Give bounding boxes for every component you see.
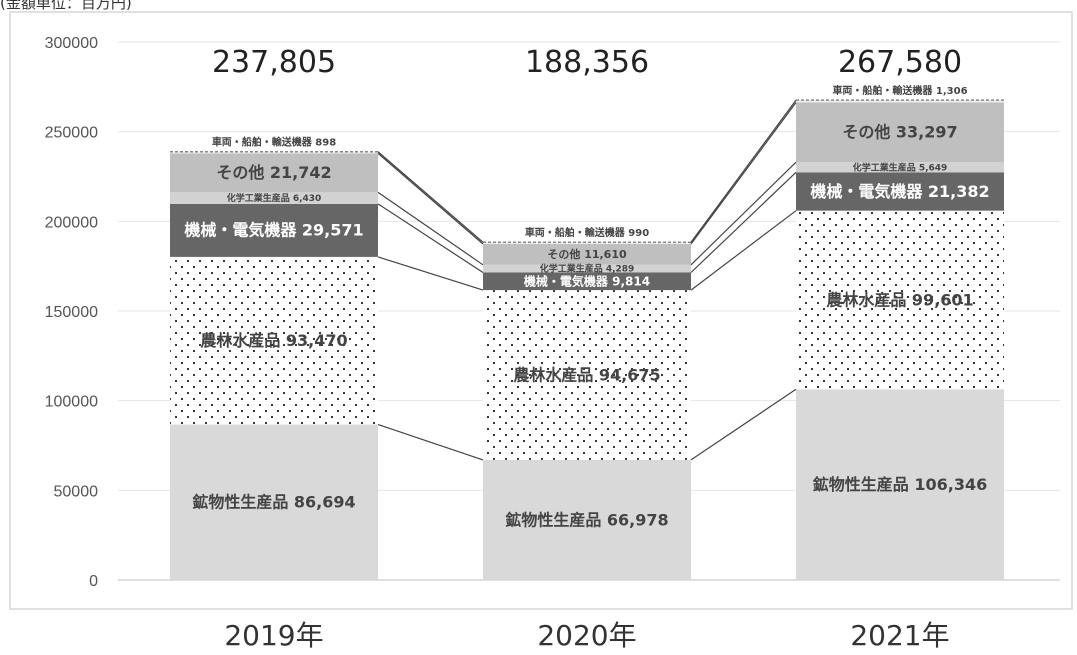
y-axis: 0 50000 100000 150000 200000 250000 300000 xyxy=(45,35,98,590)
segment-label-vehicles-0: 車両・船舶・輸送機器 898 xyxy=(212,136,336,149)
segment-label-mineral-1: 鉱物性生産品 66,978 xyxy=(505,510,668,529)
bar-machinery-0 xyxy=(170,203,378,257)
connector-agri-1 xyxy=(690,210,797,291)
total-label-0: 237,805 xyxy=(212,45,336,80)
bar-machinery-1 xyxy=(483,272,691,291)
connector-agri-0 xyxy=(377,256,484,291)
bar-agri-2 xyxy=(796,210,1004,390)
y-tick-label-150000: 150000 xyxy=(45,304,98,321)
segment-labels: 鉱物性生産品 86,694 農林水産品 93,470 機械・電気機器 29,571 化… xyxy=(184,84,989,529)
x-tick-label-1: 2020年 xyxy=(537,619,636,652)
unit-note: (金額単位：百万円) xyxy=(0,0,132,12)
y-tick-label-0: 0 xyxy=(89,573,98,590)
y-tick-label-200000: 200000 xyxy=(45,214,98,231)
segment-label-agri-2: 農林水産品 99,601 xyxy=(826,290,973,309)
bar-mineral-2 xyxy=(796,389,1004,580)
connector-other-1 xyxy=(690,102,797,245)
bar-mineral-1 xyxy=(483,459,691,580)
bar-agri-1 xyxy=(483,290,691,460)
connector-chemical-1 xyxy=(690,161,797,266)
segment-label-other-0: その他 21,742 xyxy=(216,163,331,182)
segment-label-other-2: その他 33,297 xyxy=(842,123,957,142)
connector-mineral-1 xyxy=(690,388,797,461)
segment-label-mineral-2: 鉱物性生産品 106,346 xyxy=(813,475,987,494)
y-tick-label-250000: 250000 xyxy=(45,125,98,142)
x-tick-label-2: 2021年 xyxy=(850,619,949,652)
segment-label-agri-0: 農林水産品 93,470 xyxy=(200,331,347,350)
connector-machinery-0 xyxy=(377,203,484,274)
segment-label-machinery-2: 機械・電気機器 21,382 xyxy=(810,182,989,201)
segment-label-vehicles-1: 車両・船舶・輸送機器 990 xyxy=(525,226,649,239)
total-labels: 237,805 188,356 267,580 xyxy=(212,45,962,80)
connector-other-0 xyxy=(377,152,484,245)
bar-other-1 xyxy=(483,243,691,265)
bars xyxy=(170,99,1004,580)
connector-vehicles-1 xyxy=(690,99,797,243)
bar-other-2 xyxy=(796,102,1004,163)
total-label-1: 188,356 xyxy=(525,45,649,80)
total-label-2: 267,580 xyxy=(838,45,962,80)
bar-vehicles-1 xyxy=(483,242,691,244)
bar-vehicles-2 xyxy=(796,100,1004,103)
segment-label-machinery-1: 機械・電気機器 9,814 xyxy=(524,273,650,288)
segment-label-chemical-0: 化学工業生産品 6,430 xyxy=(227,192,322,204)
y-tick-label-300000: 300000 xyxy=(45,35,98,52)
segment-label-mineral-0: 鉱物性生産品 86,694 xyxy=(192,493,355,512)
connector-chemical-0 xyxy=(377,191,484,266)
bar-agri-0 xyxy=(170,256,378,425)
segment-label-chemical-2: 化学工業生産品 5,649 xyxy=(853,161,948,173)
y-tick-label-100000: 100000 xyxy=(45,394,98,411)
bar-mineral-0 xyxy=(170,424,378,580)
connector-mineral-0 xyxy=(377,423,484,461)
bar-chemical-2 xyxy=(796,162,1004,173)
bar-chemical-1 xyxy=(483,264,691,273)
connector-machinery-1 xyxy=(690,171,797,273)
segment-label-agri-1: 農林水産品 94,675 xyxy=(513,365,660,384)
x-axis: 2019年 2020年 2021年 xyxy=(224,619,949,652)
bar-machinery-2 xyxy=(796,172,1004,211)
bar-vehicles-0 xyxy=(170,151,378,154)
segment-label-vehicles-2: 車両・船舶・輸送機器 1,306 xyxy=(832,84,967,97)
connector-vehicles-0 xyxy=(377,151,484,243)
segment-label-chemical-1: 化学工業生産品 4,289 xyxy=(540,263,635,275)
segment-label-other-1: その他 11,610 xyxy=(547,247,627,261)
connector-lines xyxy=(377,99,797,461)
bar-other-0 xyxy=(170,153,378,193)
bar-chemical-0 xyxy=(170,192,378,204)
x-tick-label-0: 2019年 xyxy=(224,619,323,652)
y-tick-label-50000: 50000 xyxy=(54,483,99,500)
segment-label-machinery-0: 機械・電気機器 29,571 xyxy=(184,221,363,240)
